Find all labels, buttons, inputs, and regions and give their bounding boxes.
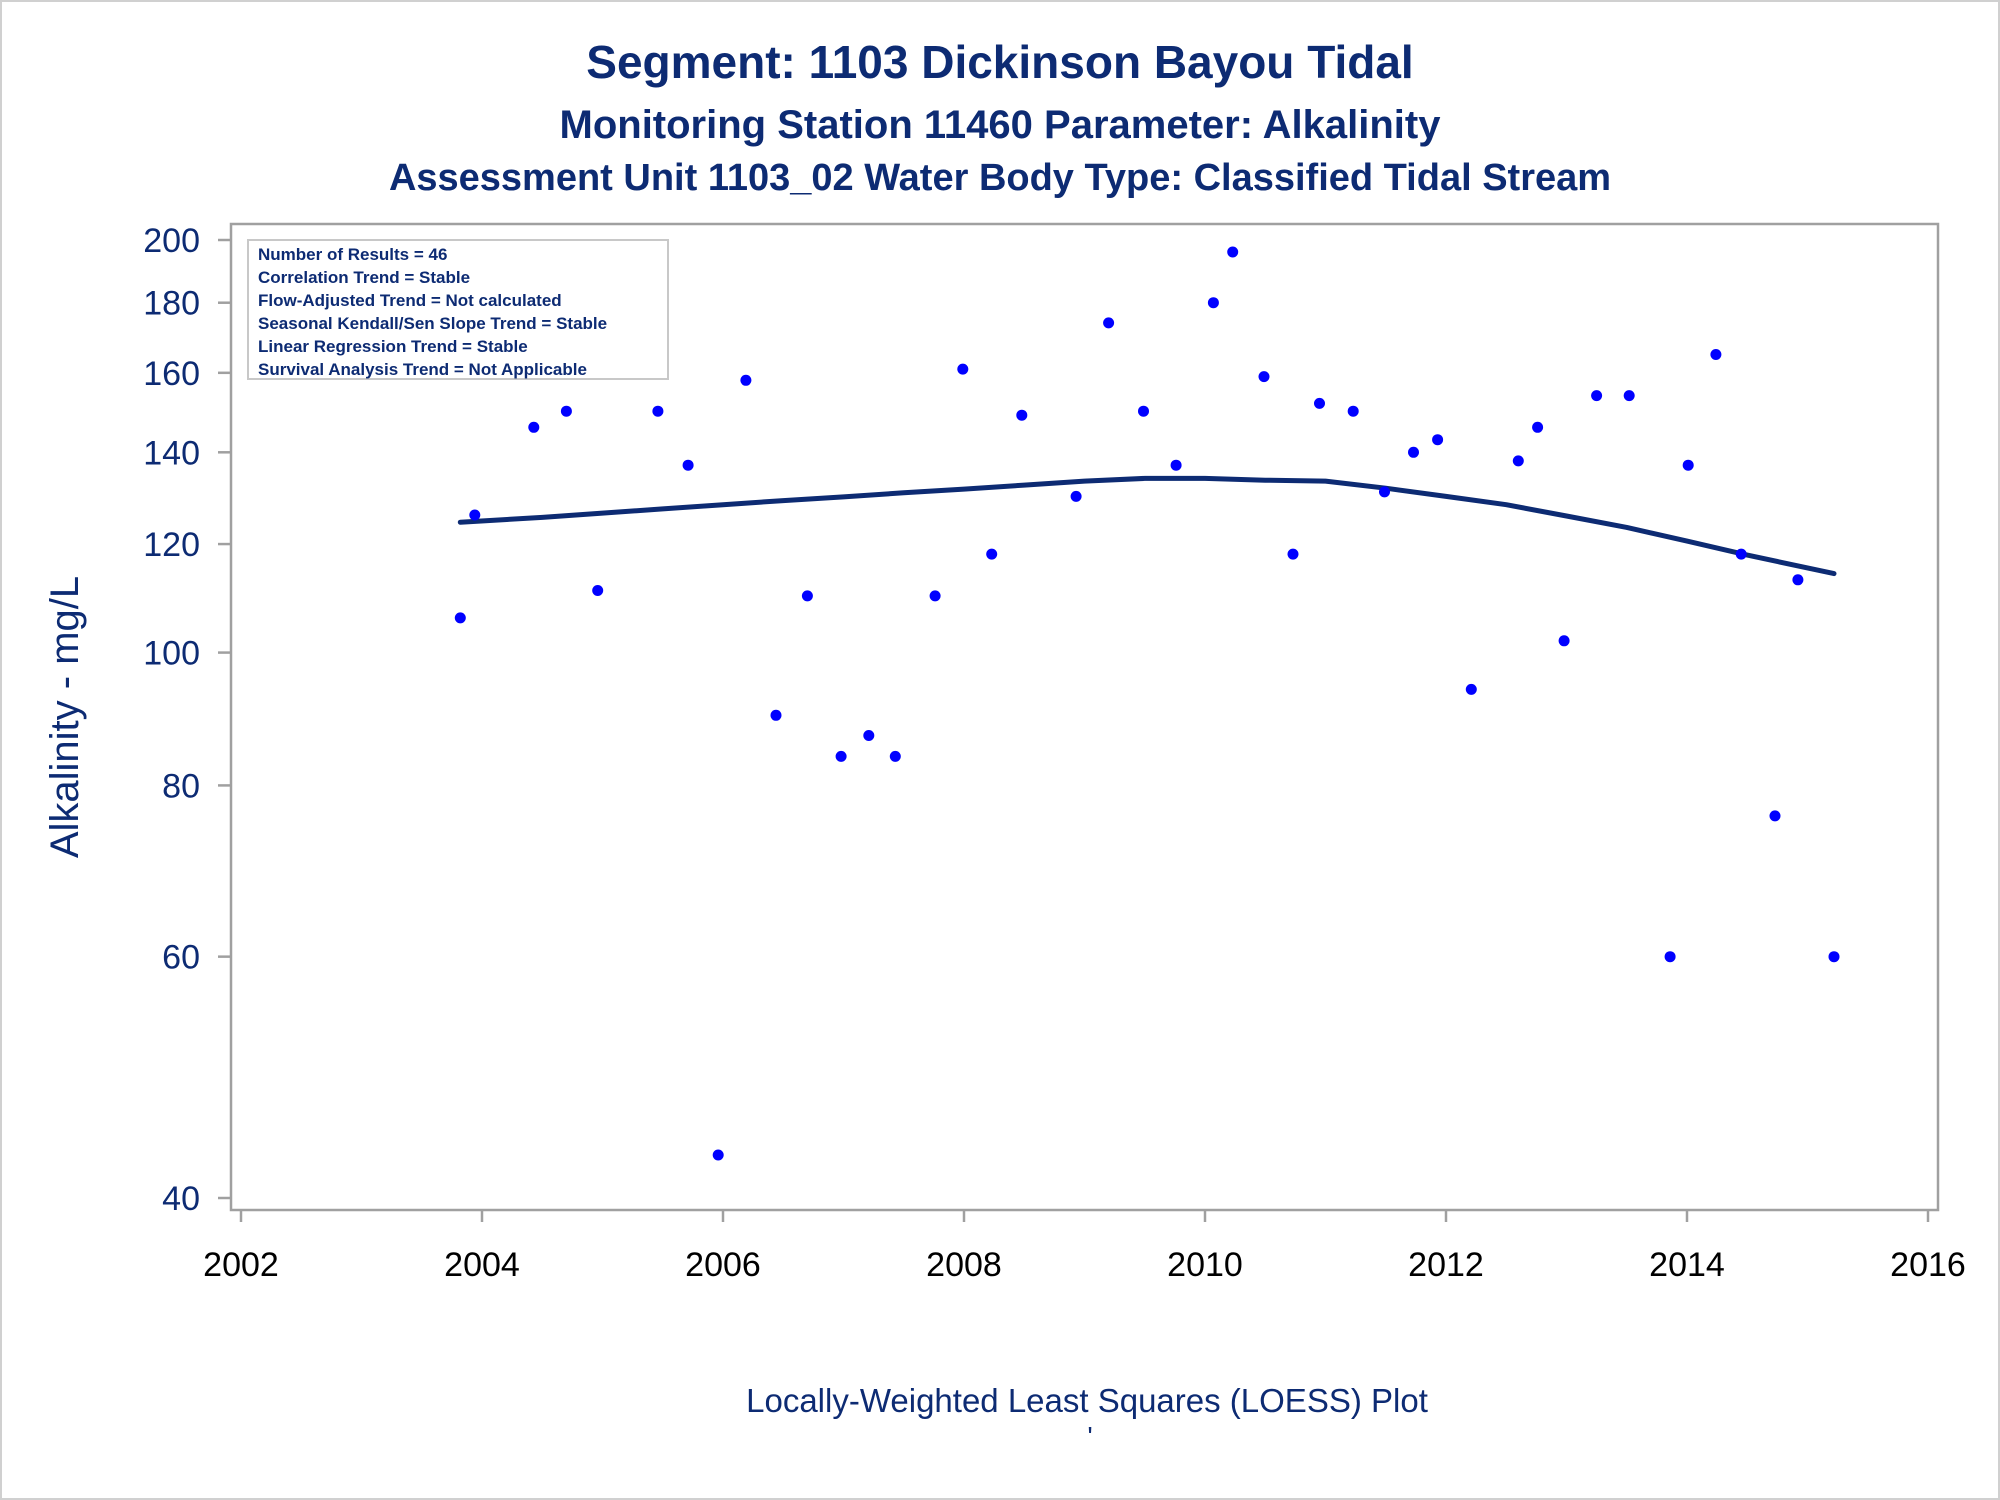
data-point	[1591, 390, 1603, 402]
inset-line-survival: Survival Analysis Trend = Not Applicable	[258, 360, 587, 379]
y-tick-label: 120	[143, 526, 200, 564]
y-axis-label: Alkalinity - mg/L	[43, 576, 87, 858]
data-point	[863, 730, 875, 741]
y-tick-label: 180	[143, 285, 200, 323]
data-point	[528, 421, 540, 433]
inset-line-kendall: Seasonal Kendall/Sen Slope Trend = Stabl…	[258, 314, 607, 333]
inset-line-correlation: Correlation Trend = Stable	[258, 268, 470, 287]
data-point	[652, 405, 664, 417]
data-point	[1258, 371, 1270, 383]
data-point	[1682, 459, 1694, 471]
inset-line-flow: Flow-Adjusted Trend = Not calculated	[258, 291, 562, 310]
y-axis: 40 60 80 100 120 140 160 180 200	[143, 222, 231, 1218]
x-tick-label: 2008	[926, 1246, 1002, 1284]
y-tick-label: 140	[143, 434, 200, 472]
data-point	[835, 750, 847, 762]
y-tick-label: 200	[143, 222, 200, 260]
x-tick-label: 2004	[444, 1246, 520, 1284]
data-point	[1710, 349, 1722, 360]
data-point	[986, 548, 998, 560]
data-point	[1070, 490, 1082, 502]
points-layer	[454, 246, 1840, 1161]
data-point	[1314, 397, 1325, 409]
data-point	[1769, 810, 1781, 822]
x-axis: 2002 2004 2006 2008 2010 2012 2014 2016	[203, 1210, 1966, 1284]
data-point	[1227, 246, 1239, 258]
x-tick-label: 2012	[1408, 1246, 1484, 1284]
data-point	[1408, 446, 1419, 458]
data-point	[1138, 405, 1149, 417]
data-point	[1207, 297, 1219, 309]
data-point	[801, 590, 813, 602]
caption-mark: '	[1087, 1421, 1092, 1452]
data-point	[1735, 548, 1747, 560]
loess-layer	[457, 475, 1837, 577]
data-point	[1664, 951, 1676, 963]
data-point	[560, 405, 572, 417]
data-point	[1287, 548, 1299, 560]
data-point	[1828, 951, 1840, 963]
inset-line-regression: Linear Regression Trend = Stable	[258, 337, 528, 356]
data-point	[1623, 390, 1635, 402]
data-point	[1512, 455, 1524, 467]
chart-subtitle-2: Assessment Unit 1103_02 Water Body Type:…	[389, 157, 1611, 199]
data-point	[1558, 635, 1570, 647]
x-tick-label: 2006	[685, 1246, 761, 1284]
chart-title: Segment: 1103 Dickinson Bayou Tidal	[586, 36, 1413, 88]
y-tick-label: 80	[162, 767, 200, 805]
plot-caption: Locally-Weighted Least Squares (LOESS) P…	[746, 1382, 1428, 1419]
data-point	[454, 612, 466, 624]
data-point	[740, 374, 752, 386]
y-tick-label: 100	[143, 635, 200, 673]
x-tick-label: 2002	[203, 1246, 279, 1284]
data-point	[1103, 317, 1115, 329]
data-point	[1792, 574, 1804, 586]
x-tick-label: 2010	[1167, 1246, 1243, 1284]
y-tick-label: 40	[162, 1180, 200, 1218]
data-point	[682, 459, 694, 471]
data-point	[1170, 459, 1182, 471]
plot-area	[229, 222, 1940, 1212]
data-point	[469, 509, 481, 521]
y-tick-label: 60	[162, 939, 200, 977]
data-point	[929, 590, 941, 602]
chart-subtitle: Monitoring Station 11460 Parameter: Alka…	[560, 103, 1442, 147]
data-point	[712, 1149, 724, 1161]
x-tick-label: 2014	[1649, 1246, 1725, 1284]
x-tick-label: 2016	[1890, 1246, 1966, 1284]
data-point	[1347, 405, 1359, 417]
data-point	[1016, 409, 1028, 421]
inset-line-results: Number of Results = 46	[258, 245, 447, 264]
trend-inset-box	[247, 239, 669, 380]
data-point	[1432, 434, 1444, 446]
data-point	[889, 750, 901, 762]
data-point	[1532, 421, 1544, 433]
data-point	[1379, 486, 1390, 498]
data-point	[957, 363, 969, 375]
loess-curve	[457, 475, 1837, 577]
y-tick-label: 160	[143, 355, 200, 393]
data-point	[770, 709, 782, 721]
data-point	[1465, 683, 1477, 695]
data-point	[592, 585, 604, 596]
